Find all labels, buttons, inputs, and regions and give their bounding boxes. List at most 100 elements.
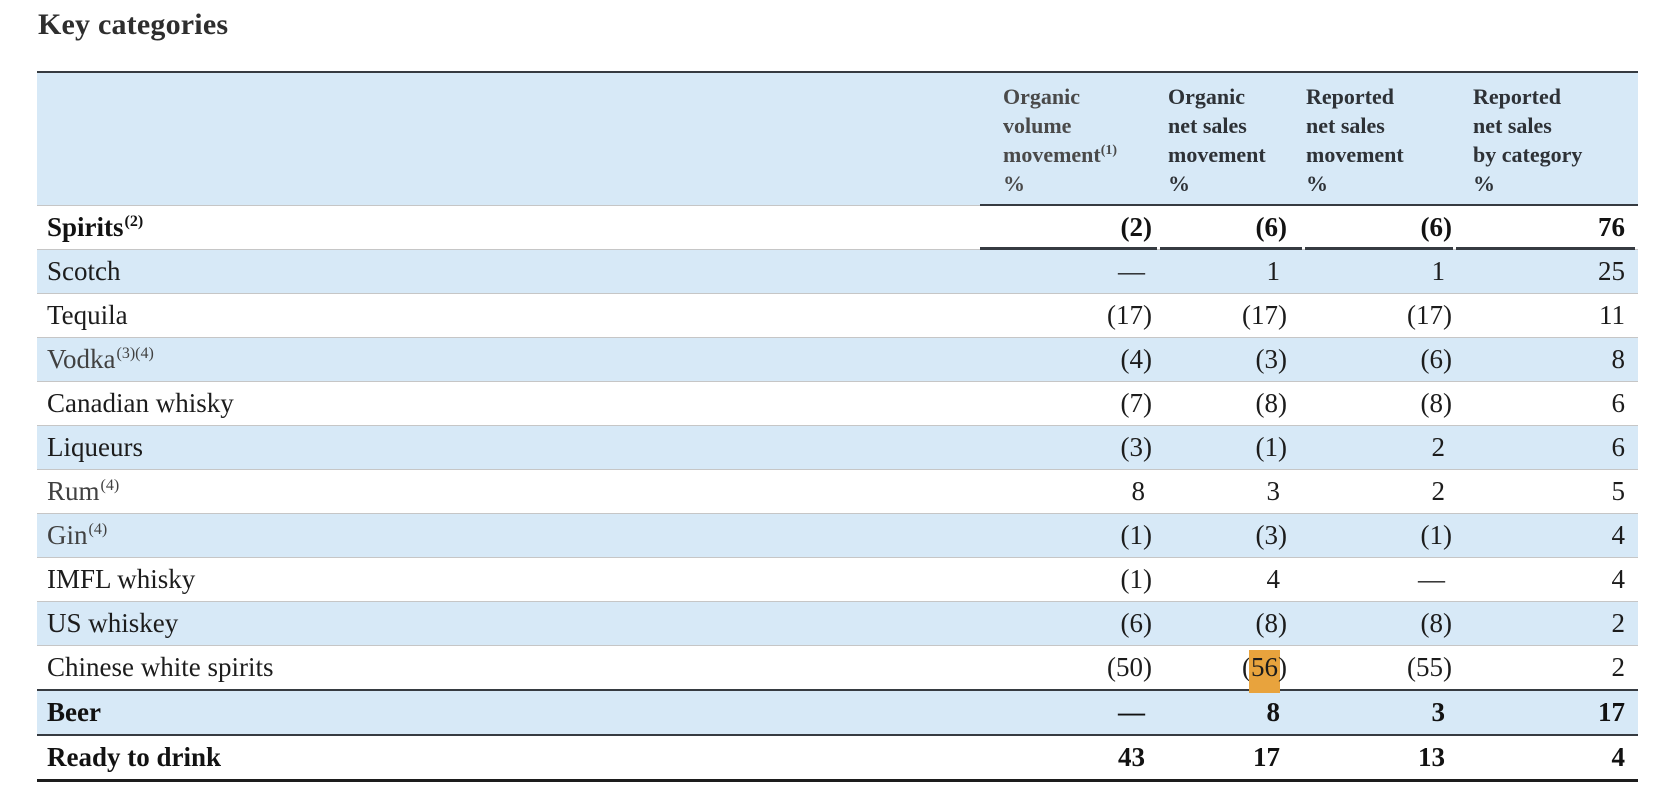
column-header-line: Reported: [1473, 84, 1561, 109]
value-cell: (6): [1305, 337, 1456, 382]
header-cell-organic-volume-movement: Organic volume movement(1)%: [980, 72, 1160, 206]
value: 6: [1611, 432, 1626, 462]
value: 6: [1611, 388, 1626, 418]
value-cell: 4: [1456, 735, 1638, 782]
column-header-line: net sales: [1473, 113, 1552, 138]
value-cell: (1): [980, 513, 1160, 558]
value-cell: 17: [1456, 690, 1638, 736]
column-header-unit: %: [1168, 171, 1190, 196]
header-cell-organic-net-sales-movement: Organic net sales movement%: [1160, 72, 1305, 206]
highlighted-value: 56: [1249, 650, 1280, 693]
column-header-unit: %: [1003, 171, 1025, 196]
value: (17): [1407, 300, 1452, 330]
value-paren: ): [1278, 652, 1287, 682]
value: 1: [1431, 256, 1446, 286]
column-header-line: movement: [1168, 142, 1266, 167]
table-row: Gin(4) (1) (3) (1) 4: [37, 513, 1638, 558]
value: (6): [1420, 212, 1452, 242]
row-label-cell: US whiskey: [37, 601, 980, 646]
value: (3): [1255, 520, 1287, 550]
value-cell: 17: [1160, 735, 1305, 782]
header-cell-reported-net-sales-by-category: Reported net sales by category%: [1456, 72, 1638, 206]
value: 2: [1431, 476, 1446, 506]
footnote-marker: (2): [124, 212, 144, 230]
table-row: US whiskey (6) (8) (8) 2: [37, 601, 1638, 646]
column-header-line: Organic: [1168, 84, 1245, 109]
value: 3: [1266, 476, 1281, 506]
value-cell: 11: [1456, 293, 1638, 338]
value: —: [1118, 697, 1145, 727]
value: 8: [1266, 697, 1281, 727]
row-label: Rum: [47, 476, 100, 506]
row-label: Vodka: [47, 344, 116, 374]
value-cell: 13: [1305, 735, 1456, 782]
header-row: Organic volume movement(1)% Organic net sal…: [37, 72, 1638, 206]
value-cell: 25: [1456, 249, 1638, 294]
table-row: Chinese white spirits (50) (56) (55) 2: [37, 645, 1638, 693]
row-label: Ready to drink: [47, 742, 222, 772]
value: 4: [1611, 564, 1626, 594]
value: (4): [1120, 344, 1152, 374]
row-label-cell: Liqueurs: [37, 425, 980, 470]
header-cell-blank: [37, 72, 980, 206]
footnote-marker: (1): [1100, 143, 1118, 158]
table-header: Organic volume movement(1)% Organic net sal…: [37, 72, 1638, 206]
value-cell: (17): [980, 293, 1160, 338]
value: 43: [1118, 742, 1145, 772]
value-cell: 2: [1305, 425, 1456, 470]
value: 17: [1598, 697, 1625, 727]
value-cell: 3: [1160, 469, 1305, 514]
value: (7): [1120, 388, 1152, 418]
value-cell: 6: [1456, 381, 1638, 426]
value: 2: [1611, 652, 1626, 682]
value: 2: [1611, 608, 1626, 638]
value-cell: 4: [1456, 557, 1638, 602]
value-cell: (8): [1305, 381, 1456, 426]
value: 25: [1598, 256, 1625, 286]
value-cell: 43: [980, 735, 1160, 782]
row-label: Liqueurs: [47, 432, 143, 462]
value-cell: (1): [1160, 425, 1305, 470]
value-cell: 2: [1456, 645, 1638, 691]
value: 3: [1431, 697, 1446, 727]
value-cell: (56): [1160, 645, 1305, 693]
value: (1): [1120, 564, 1152, 594]
column-header-line: volume: [1003, 113, 1072, 138]
table-body: Spirits(2) (2) (6) (6) 76 Scotch —1 1 25 Tequila(…: [37, 205, 1638, 782]
value-cell: 4: [1160, 557, 1305, 602]
value-cell: (6): [1160, 205, 1305, 250]
value-cell: —: [980, 690, 1160, 736]
column-header-line: movement: [1003, 142, 1101, 167]
table-row: IMFL whisky (1) 4 — 4: [37, 557, 1638, 602]
table-row: Ready to drink 43 17 13 4: [37, 735, 1638, 782]
value-cell: (8): [1160, 381, 1305, 426]
value: (3): [1255, 344, 1287, 374]
row-label-cell: Scotch: [37, 249, 980, 294]
value-paren: (: [1242, 652, 1251, 682]
value-cell: (6): [1305, 205, 1456, 250]
table-row: Tequila (17) (17) (17) 11: [37, 293, 1638, 338]
page-title: Key categories: [38, 8, 229, 41]
value-cell: 6: [1456, 425, 1638, 470]
value: 8: [1131, 476, 1146, 506]
value: (3): [1120, 432, 1152, 462]
table-row: Rum(4) 8 3 2 5: [37, 469, 1638, 514]
row-label-cell: Ready to drink: [37, 735, 980, 782]
row-label: Chinese white spirits: [47, 652, 274, 682]
row-label-cell: Rum(4): [37, 469, 980, 514]
value: 5: [1611, 476, 1626, 506]
value-cell: 2: [1456, 601, 1638, 646]
value: (8): [1255, 608, 1287, 638]
row-label: Beer: [47, 697, 101, 727]
row-label-cell: Vodka(3)(4): [37, 337, 980, 382]
column-header-line: by category: [1473, 142, 1583, 167]
value-cell: (50): [980, 645, 1160, 691]
row-label-cell: Chinese white spirits: [37, 645, 980, 691]
table-row: Spirits(2) (2) (6) (6) 76: [37, 205, 1638, 250]
key-categories-table: Organic volume movement(1)% Organic net sal…: [37, 71, 1638, 782]
column-header-unit: %: [1306, 171, 1328, 196]
table-row: Liqueurs (3) (1) 2 6: [37, 425, 1638, 470]
row-label-cell: Canadian whisky: [37, 381, 980, 426]
value-cell: (4): [980, 337, 1160, 382]
table-row: Beer — 8 3 17: [37, 690, 1638, 736]
